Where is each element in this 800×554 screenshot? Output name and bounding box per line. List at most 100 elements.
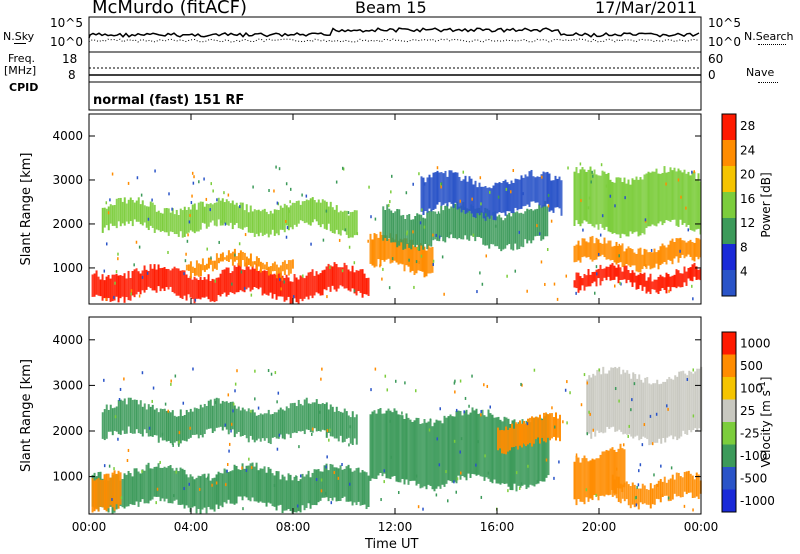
data-stripe — [695, 472, 698, 497]
data-stripe — [201, 474, 204, 510]
data-speckle — [113, 467, 115, 471]
data-stripe — [289, 403, 292, 438]
data-stripe — [619, 267, 622, 281]
data-stripe — [329, 463, 332, 499]
data-stripe — [531, 416, 533, 447]
y-tick-label: 4000 — [52, 333, 83, 347]
nsky-label: N.Sky — [3, 30, 35, 43]
data-speckle — [151, 399, 153, 403]
data-stripe — [287, 207, 290, 231]
data-stripe — [453, 416, 456, 482]
data-speckle — [435, 493, 438, 497]
colorbar-tick-label: -100 — [740, 449, 767, 463]
data-stripe — [221, 252, 224, 262]
data-stripe — [137, 197, 140, 222]
data-speckle — [615, 467, 618, 471]
y-tick-label: 2000 — [52, 217, 83, 231]
data-stripe — [157, 463, 160, 497]
data-speckle — [479, 176, 482, 180]
data-stripe — [667, 171, 670, 221]
data-stripe — [530, 169, 533, 202]
data-stripe — [185, 264, 188, 271]
data-stripe — [438, 213, 441, 242]
data-stripe — [683, 169, 686, 224]
y-tick-label: 1000 — [52, 261, 83, 275]
data-stripe — [383, 235, 386, 262]
data-stripe — [679, 476, 682, 498]
data-stripe — [434, 211, 437, 240]
data-stripe — [367, 277, 370, 296]
data-stripe — [215, 474, 218, 505]
data-stripe — [691, 242, 694, 261]
data-stripe — [414, 216, 417, 248]
data-speckle — [278, 433, 281, 437]
data-stripe — [299, 275, 302, 299]
data-stripe — [219, 253, 222, 262]
data-stripe — [646, 377, 649, 440]
data-speckle — [391, 257, 394, 261]
data-stripe — [506, 182, 509, 212]
data-stripe — [543, 416, 546, 482]
data-stripe — [422, 177, 425, 215]
nave-label: Nave — [746, 66, 775, 79]
data-speckle — [489, 405, 491, 409]
data-stripe — [187, 207, 190, 233]
data-stripe — [355, 468, 358, 506]
data-stripe — [227, 201, 230, 226]
data-stripe — [267, 214, 270, 238]
data-speckle — [422, 507, 424, 511]
data-stripe — [259, 269, 262, 288]
data-stripe — [619, 177, 622, 239]
data-region-2 — [101, 197, 358, 239]
data-stripe — [249, 205, 252, 233]
data-speckle — [541, 175, 543, 179]
data-stripe — [167, 268, 170, 290]
data-speckle — [348, 443, 350, 447]
data-stripe — [611, 181, 614, 234]
data-stripe — [171, 468, 174, 504]
data-stripe — [259, 211, 262, 233]
data-stripe — [307, 272, 310, 300]
data-stripe — [117, 198, 120, 222]
data-stripe — [455, 410, 458, 484]
data-speckle — [600, 163, 603, 167]
data-stripe — [253, 261, 256, 265]
data-stripe — [668, 376, 671, 437]
data-stripe — [107, 206, 110, 231]
data-stripe — [151, 404, 154, 437]
data-stripe — [155, 269, 158, 293]
data-speckle — [415, 474, 418, 478]
data-region-1 — [185, 248, 294, 279]
data-stripe — [213, 279, 216, 303]
data-stripe — [488, 210, 491, 249]
data-stripe — [667, 274, 670, 287]
data-stripe — [357, 270, 360, 292]
data-stripe — [181, 270, 184, 300]
data-speckle — [214, 400, 217, 404]
data-stripe — [461, 415, 464, 477]
data-stripe — [337, 411, 340, 442]
data-stripe — [459, 410, 462, 480]
data-stripe — [541, 420, 543, 438]
data-stripe — [448, 170, 451, 203]
data-stripe — [333, 209, 336, 234]
data-stripe — [555, 412, 557, 441]
data-speckle — [159, 460, 161, 464]
data-stripe — [458, 176, 461, 209]
data-region-7 — [573, 235, 702, 273]
data-stripe — [299, 479, 302, 513]
data-speckle — [234, 382, 237, 386]
nsearch-label: N.Search — [744, 30, 794, 43]
data-stripe — [299, 403, 302, 432]
data-stripe — [301, 473, 304, 506]
data-stripe — [409, 419, 412, 482]
data-stripe — [399, 238, 402, 264]
data-stripe — [161, 213, 164, 231]
data-stripe — [659, 479, 662, 503]
data-stripe — [401, 239, 404, 265]
data-speckle — [329, 266, 331, 270]
data-stripe — [207, 400, 210, 429]
data-stripe — [113, 205, 116, 226]
data-stripe — [684, 373, 687, 435]
data-stripe — [361, 470, 364, 506]
